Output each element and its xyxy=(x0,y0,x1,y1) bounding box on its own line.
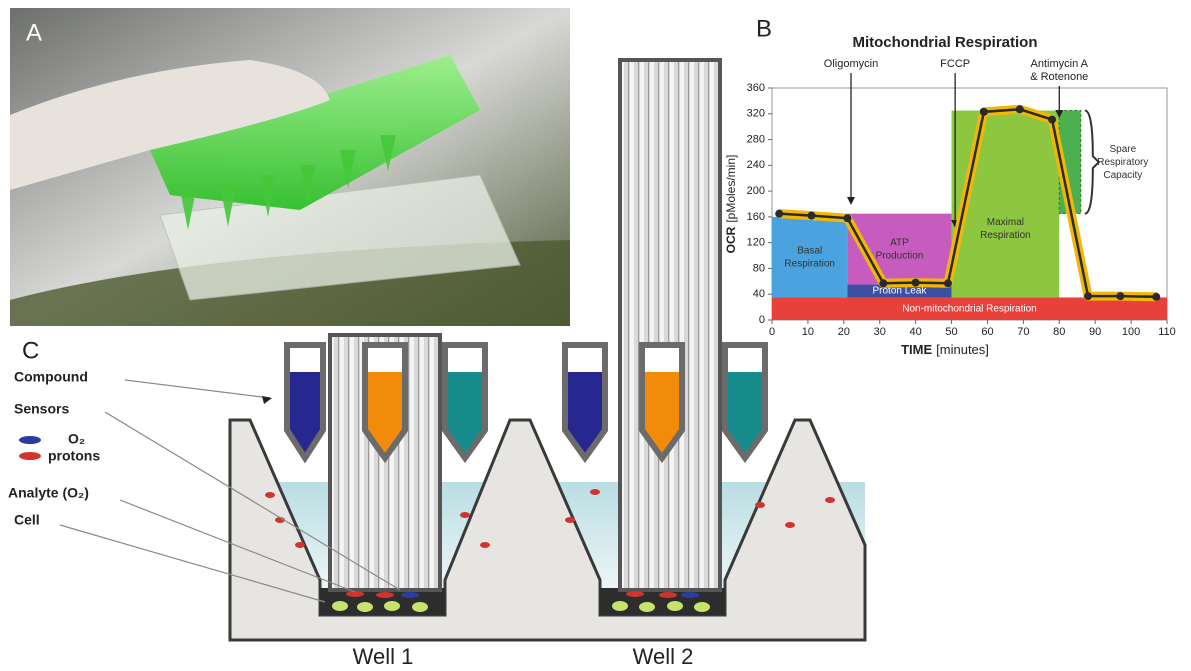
x-tick-label: 80 xyxy=(1053,326,1065,338)
y-tick-label: 0 xyxy=(759,314,765,326)
label: Sensors xyxy=(14,401,69,417)
injection-label: & Rotenone xyxy=(1030,71,1088,83)
y-tick-label: 160 xyxy=(747,211,765,223)
x-tick-label: 30 xyxy=(874,326,886,338)
y-tick-label: 200 xyxy=(747,185,765,197)
region-label: Maximal xyxy=(987,217,1024,228)
region-label: ATP xyxy=(890,237,909,248)
well-label: Well 2 xyxy=(633,644,694,669)
region-label: Non-mitochondrial Respiration xyxy=(902,303,1037,314)
data-point xyxy=(1048,116,1056,124)
injection-label: Antimycin A xyxy=(1031,58,1089,70)
y-tick-label: 280 xyxy=(747,133,765,145)
injection-label: Oligomycin xyxy=(824,58,878,70)
data-point xyxy=(1084,292,1092,300)
panel-label: A xyxy=(26,19,42,46)
region-label: Production xyxy=(876,250,924,261)
label: Compound xyxy=(14,369,88,385)
label: Analyte (O₂) xyxy=(8,485,89,501)
x-axis-label: TIME [minutes] xyxy=(901,342,989,357)
y-tick-label: 320 xyxy=(747,108,765,120)
label: O₂ xyxy=(68,431,85,447)
y-tick-label: 40 xyxy=(753,288,765,300)
x-tick-label: 0 xyxy=(769,326,775,338)
photo: A xyxy=(10,8,570,326)
y-axis-title: OCR xyxy=(724,226,738,253)
x-tick-label: 90 xyxy=(1089,326,1101,338)
data-point xyxy=(1152,293,1160,301)
x-tick-label: 40 xyxy=(910,326,922,338)
y-tick-label: 120 xyxy=(747,237,765,249)
region-label: Respiratory xyxy=(1097,157,1148,168)
x-tick-label: 20 xyxy=(838,326,850,338)
figure: A B C xyxy=(0,0,1191,671)
data-point xyxy=(944,279,952,287)
x-axis-unit: [minutes] xyxy=(936,342,989,357)
x-tick-label: 100 xyxy=(1122,326,1140,338)
data-point xyxy=(1116,292,1124,300)
well-label: Well 1 xyxy=(353,644,414,669)
x-tick-label: 70 xyxy=(1017,326,1029,338)
data-point xyxy=(1016,105,1024,113)
x-tick-label: 60 xyxy=(981,326,993,338)
label: Cell xyxy=(14,512,40,528)
x-tick-label: 50 xyxy=(945,326,957,338)
data-point xyxy=(980,108,988,116)
data-point xyxy=(912,279,920,287)
x-axis-title: TIME xyxy=(901,342,932,357)
region xyxy=(772,217,847,298)
y-axis-label: OCR [pMoles/min] xyxy=(724,155,738,254)
label: protons xyxy=(48,448,100,464)
x-tick-label: 110 xyxy=(1158,326,1176,338)
region-label: Capacity xyxy=(1103,170,1142,181)
injection-label: FCCP xyxy=(940,58,970,70)
data-point xyxy=(808,212,816,220)
y-tick-label: 360 xyxy=(747,82,765,94)
data-point xyxy=(775,210,783,218)
region-label: Spare xyxy=(1109,144,1136,155)
y-tick-label: 80 xyxy=(753,262,765,274)
region-label: Basal xyxy=(797,245,822,256)
region-label: Respiration xyxy=(784,258,835,269)
x-tick-label: 10 xyxy=(802,326,814,338)
panel-label: C xyxy=(22,337,39,364)
y-axis-unit: [pMoles/min] xyxy=(724,155,738,223)
y-tick-label: 240 xyxy=(747,159,765,171)
data-point xyxy=(843,214,851,222)
data-point xyxy=(879,279,887,287)
chart: Mitochondrial Respiration Non-mitochondri… xyxy=(724,34,1176,357)
chart-title: Mitochondrial Respiration xyxy=(852,34,1037,51)
panel-label: B xyxy=(756,15,772,42)
region-label: Respiration xyxy=(980,230,1031,241)
